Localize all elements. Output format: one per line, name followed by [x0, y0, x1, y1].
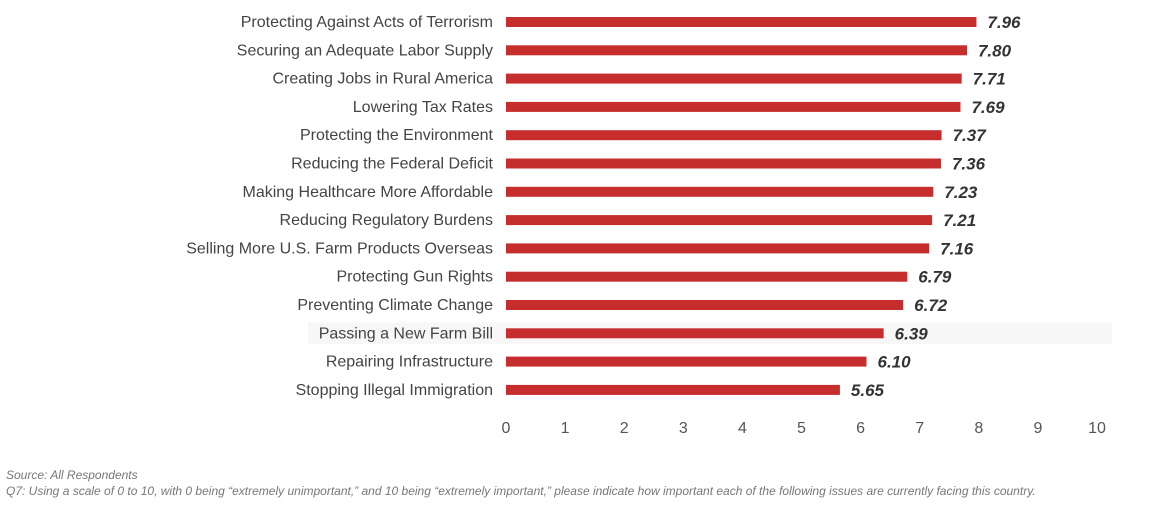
- value-label: 7.23: [944, 183, 978, 202]
- category-labels: Protecting Against Acts of Terrorism Secu…: [186, 14, 493, 399]
- value-label: 7.69: [971, 98, 1005, 117]
- bar: [506, 17, 977, 27]
- x-tick-label: 5: [797, 420, 806, 437]
- bar: [506, 215, 933, 226]
- value-label: 7.80: [978, 41, 1012, 60]
- category-label: Protecting Gun Rights: [336, 269, 493, 286]
- bar: [506, 73, 962, 84]
- value-labels: 7.96 7.80 7.71 7.69 7.37 7.36 7.23 7.21 7.16 6.79…: [851, 13, 1021, 400]
- value-label: 7.37: [953, 126, 988, 145]
- category-label: Protecting the Environment: [300, 127, 494, 144]
- value-label: 7.21: [943, 211, 976, 230]
- category-label: Creating Jobs in Rural America: [272, 71, 493, 88]
- bar: [506, 271, 908, 282]
- value-label: 7.71: [973, 70, 1006, 89]
- x-tick-label: 1: [561, 420, 570, 437]
- category-label: Passing a New Farm Bill: [319, 325, 493, 342]
- value-label: 6.72: [914, 296, 948, 315]
- category-label: Stopping Illegal Immigration: [296, 382, 493, 399]
- x-tick-label: 8: [974, 420, 983, 437]
- value-label: 7.36: [952, 155, 986, 174]
- value-label: 7.96: [987, 13, 1021, 32]
- bar: [506, 130, 942, 141]
- bars: [506, 17, 977, 395]
- bar: [506, 45, 967, 56]
- value-label: 6.79: [918, 268, 952, 287]
- category-label: Repairing Infrastructure: [326, 354, 493, 371]
- x-tick-label: 6: [856, 420, 865, 437]
- category-label: Lowering Tax Rates: [353, 99, 493, 116]
- x-tick-label: 9: [1033, 420, 1042, 437]
- category-label: Preventing Climate Change: [297, 297, 493, 314]
- bar: [506, 101, 961, 112]
- bar: [506, 186, 934, 197]
- x-tick-label: 2: [620, 420, 629, 437]
- x-axis-ticks: 0 1 2 3 4 5 6 7 8 9 10: [502, 420, 1106, 437]
- value-label: 5.65: [851, 381, 885, 400]
- bar: [506, 384, 840, 395]
- bar: [506, 300, 904, 310]
- category-label: Making Healthcare More Affordable: [242, 184, 493, 201]
- category-label: Reducing Regulatory Burdens: [280, 212, 493, 229]
- bar: [506, 356, 867, 367]
- bar-chart: Protecting Against Acts of Terrorism Secu…: [186, 13, 1106, 437]
- question-note: Q7: Using a scale of 0 to 10, with 0 bei…: [6, 484, 1036, 498]
- bar: [506, 158, 941, 169]
- category-label: Selling More U.S. Farm Products Overseas: [186, 240, 493, 257]
- value-label: 7.16: [940, 239, 974, 258]
- bar: [506, 243, 930, 254]
- value-label: 6.10: [878, 353, 912, 372]
- x-tick-label: 3: [679, 420, 688, 437]
- category-label: Securing an Adequate Labor Supply: [237, 42, 493, 59]
- bar: [506, 328, 884, 339]
- category-label: Reducing the Federal Deficit: [291, 156, 493, 173]
- x-tick-label: 4: [738, 420, 747, 437]
- source-note: Source: All Respondents: [6, 468, 138, 482]
- category-label: Protecting Against Acts of Terrorism: [241, 14, 493, 31]
- x-tick-label: 7: [915, 420, 924, 437]
- value-label: 6.39: [895, 324, 929, 343]
- x-tick-label: 0: [502, 420, 511, 437]
- x-tick-label: 10: [1088, 420, 1106, 437]
